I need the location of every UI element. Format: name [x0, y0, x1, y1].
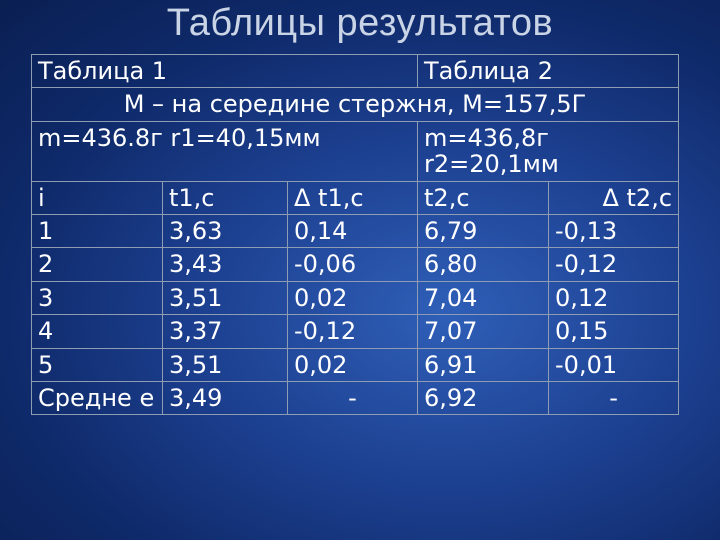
dt2-value: 0,15: [548, 314, 680, 349]
table-labels-row: Таблица 1 Таблица 2: [30, 53, 680, 89]
table2-label: Таблица 2: [417, 53, 680, 89]
dt2-average: -: [548, 380, 680, 416]
params-row: m=436.8г r1=40,15мм m=436,8г r2=20,1мм: [30, 120, 680, 182]
header-dt1: Δ t1,c: [286, 180, 419, 215]
t1-value: 3,51: [162, 280, 288, 316]
t2-value: 7,04: [417, 280, 550, 316]
dt1-value: 0,02: [286, 347, 419, 382]
table1-params: m=436.8г r1=40,15мм: [30, 120, 419, 182]
table-row: 3 3,51 0,02 7,04 0,12: [31, 280, 680, 316]
row-index: 3: [31, 280, 163, 316]
row-index: 5: [31, 347, 163, 382]
t1-value: 3,43: [162, 247, 288, 282]
t2-value: 6,79: [417, 213, 550, 249]
header-i: i: [31, 180, 163, 215]
dt1-value: 0,02: [286, 280, 419, 316]
table2-params: m=436,8г r2=20,1мм: [417, 120, 680, 182]
row-index: 1: [31, 213, 163, 249]
page-title: Таблицы результатов: [166, 2, 554, 44]
t1-value: 3,37: [162, 314, 288, 349]
dt1-value: -0,12: [286, 314, 419, 349]
table2-radius: r2=20,1мм: [424, 150, 559, 179]
t2-value: 6,80: [417, 247, 550, 282]
table1-label: Таблица 1: [30, 53, 419, 89]
t1-value: 3,51: [162, 347, 288, 382]
dt1-value: 0,14: [286, 213, 419, 249]
dt1-value: -0,06: [286, 247, 419, 282]
row-index: 4: [31, 314, 163, 349]
header-t2: t2,c: [417, 180, 550, 215]
dt2-value: 0,12: [548, 280, 680, 316]
condition-row: М – на середине стержня, М=157,5Г: [30, 87, 680, 122]
condition-text: М – на середине стержня, М=157,5Г: [30, 87, 680, 122]
t2-value: 7,07: [417, 314, 550, 349]
table-row: 5 3,51 0,02 6,91 -0,01: [31, 347, 680, 382]
average-label: Средне е: [31, 380, 163, 416]
t2-value: 6,91: [417, 347, 550, 382]
table-row: 4 3,37 -0,12 7,07 0,15: [31, 314, 680, 349]
t2-average: 6,92: [417, 380, 550, 416]
dt2-value: -0,13: [548, 213, 680, 249]
table-row: 1 3,63 0,14 6,79 -0,13: [31, 213, 680, 249]
header-dt2: Δ t2,c: [548, 180, 680, 215]
results-table: Таблица 1 Таблица 2 М – на середине стер…: [30, 53, 680, 416]
header-row: i t1,c Δ t1,c t2,c Δ t2,c: [31, 180, 680, 215]
average-row: Средне е 3,49 - 6,92 -: [31, 380, 680, 416]
table-row: 2 3,43 -0,06 6,80 -0,12: [31, 247, 680, 282]
t1-value: 3,63: [162, 213, 288, 249]
row-index: 2: [31, 247, 163, 282]
t1-average: 3,49: [162, 380, 288, 416]
dt2-value: -0,12: [548, 247, 680, 282]
dt1-average: -: [286, 380, 419, 416]
dt2-value: -0,01: [548, 347, 680, 382]
table2-mass: m=436,8г: [424, 123, 549, 152]
header-t1: t1,c: [162, 180, 288, 215]
